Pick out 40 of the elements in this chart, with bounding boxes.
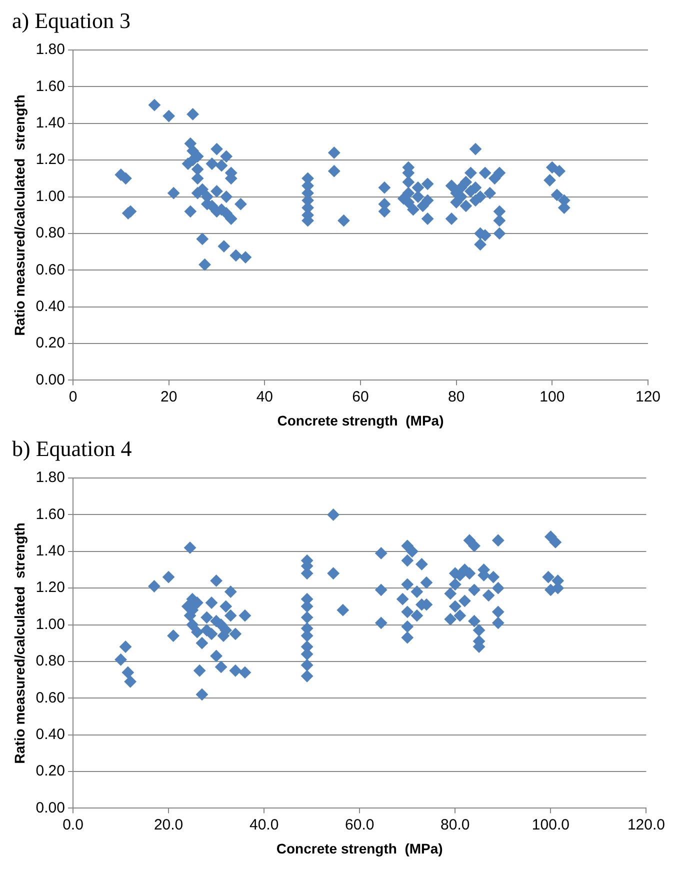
y-tick-label: 1.20 bbox=[36, 151, 65, 168]
y-tick-label: 1.80 bbox=[36, 41, 65, 58]
y-tick-label: 0.60 bbox=[36, 261, 65, 278]
y-tick-label: 0.80 bbox=[36, 652, 65, 670]
y-tick-label: 1.60 bbox=[36, 506, 65, 523]
x-tick-label: 0 bbox=[68, 388, 78, 406]
y-tick-label: 0.60 bbox=[36, 689, 65, 706]
y-tick-label: 1.40 bbox=[36, 542, 65, 560]
y-tick-label: 1.60 bbox=[36, 78, 65, 95]
y-tick-label: 0.80 bbox=[36, 224, 65, 242]
x-tick-label: 100 bbox=[540, 388, 565, 406]
y-tick-label: 1.00 bbox=[36, 188, 65, 205]
x-tick-label: 20.0 bbox=[154, 816, 184, 834]
x-tick-label: 120.0 bbox=[627, 816, 666, 834]
y-tick-label: 1.80 bbox=[36, 469, 65, 486]
x-tick-label: 40 bbox=[256, 388, 274, 406]
x-tick-label: 80 bbox=[448, 388, 465, 406]
x-tick-label: 60.0 bbox=[345, 816, 374, 834]
y-tick-label: 0.40 bbox=[36, 298, 65, 315]
x-tick-label: 0.0 bbox=[62, 816, 84, 834]
x-axis-title: Concrete strength (MPa) bbox=[277, 412, 444, 428]
y-tick-label: 1.20 bbox=[36, 579, 65, 596]
chart-title: b) Equation 4 bbox=[11, 436, 133, 463]
y-axis-title: Ratio measured/calculated strength bbox=[11, 94, 28, 336]
x-tick-label: 120 bbox=[635, 388, 661, 406]
y-tick-label: 1.00 bbox=[36, 616, 65, 633]
x-tick-label: 40.0 bbox=[249, 816, 279, 834]
x-tick-label: 100.0 bbox=[532, 816, 570, 834]
x-tick-label: 80.0 bbox=[440, 816, 470, 834]
x-axis-title: Concrete strength (MPa) bbox=[276, 840, 443, 856]
y-tick-label: 0.00 bbox=[36, 799, 65, 816]
y-tick-label: 0.40 bbox=[36, 726, 65, 743]
x-tick-label: 60 bbox=[352, 388, 369, 406]
y-tick-label: 0.20 bbox=[36, 334, 65, 352]
y-tick-label: 0.20 bbox=[36, 762, 65, 780]
y-axis-title: Ratio measured/calculated strength bbox=[11, 522, 28, 764]
x-tick-label: 20 bbox=[160, 388, 178, 406]
y-tick-label: 0.00 bbox=[36, 371, 65, 388]
y-tick-label: 1.40 bbox=[36, 114, 65, 132]
chart-title: a) Equation 3 bbox=[11, 8, 132, 35]
